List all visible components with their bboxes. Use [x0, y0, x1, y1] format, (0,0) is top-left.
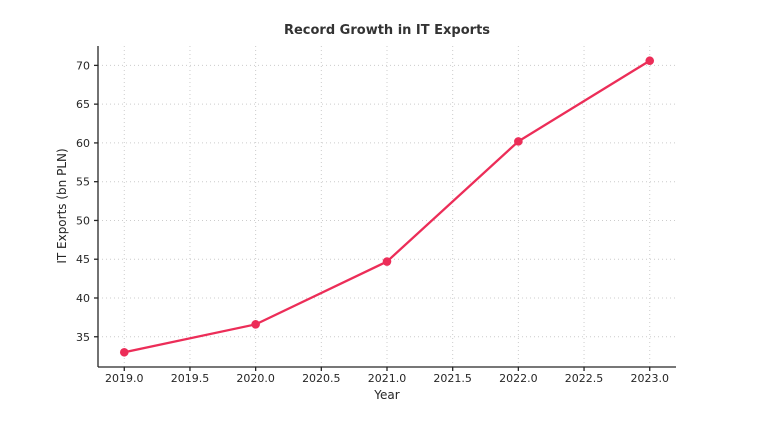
y-tick-label: 45 — [76, 253, 90, 266]
x-tick-label: 2022.5 — [565, 372, 604, 385]
x-axis-label: Year — [374, 388, 400, 402]
data-point — [514, 137, 523, 146]
y-tick-label: 55 — [76, 176, 90, 189]
data-points — [119, 56, 655, 357]
tick-labels: 2019.0 2019.5 2020.0 2020.5 2021.0 2021.5 2022… — [76, 59, 669, 385]
data-point — [251, 320, 260, 329]
y-tick-label: 60 — [76, 137, 90, 150]
data-point — [382, 257, 392, 266]
x-tick-label: 2021.5 — [433, 372, 472, 385]
data-point — [645, 56, 655, 66]
x-tick-label: 2022.0 — [499, 372, 538, 385]
x-tick-label: 2019.0 — [105, 372, 144, 385]
data-point — [119, 347, 129, 357]
x-tick-label: 2020.5 — [302, 372, 341, 385]
gridlines — [98, 46, 676, 367]
y-tick-label: 70 — [76, 59, 90, 72]
x-tick-label: 2023.0 — [630, 372, 669, 385]
chart-title: Record Growth in IT Exports — [283, 23, 491, 38]
y-tick-label: 50 — [76, 214, 90, 227]
x-tick-label: 2019.5 — [171, 372, 210, 385]
x-tick-label: 2020.0 — [236, 372, 275, 385]
tick-marks — [94, 64, 651, 371]
y-tick-label: 40 — [76, 292, 90, 305]
y-tick-label: 35 — [76, 331, 90, 344]
y-axis-label: IT Exports (bn PLN) — [55, 148, 69, 264]
x-tick-label: 2021.0 — [368, 372, 407, 385]
y-tick-label: 65 — [76, 98, 90, 111]
